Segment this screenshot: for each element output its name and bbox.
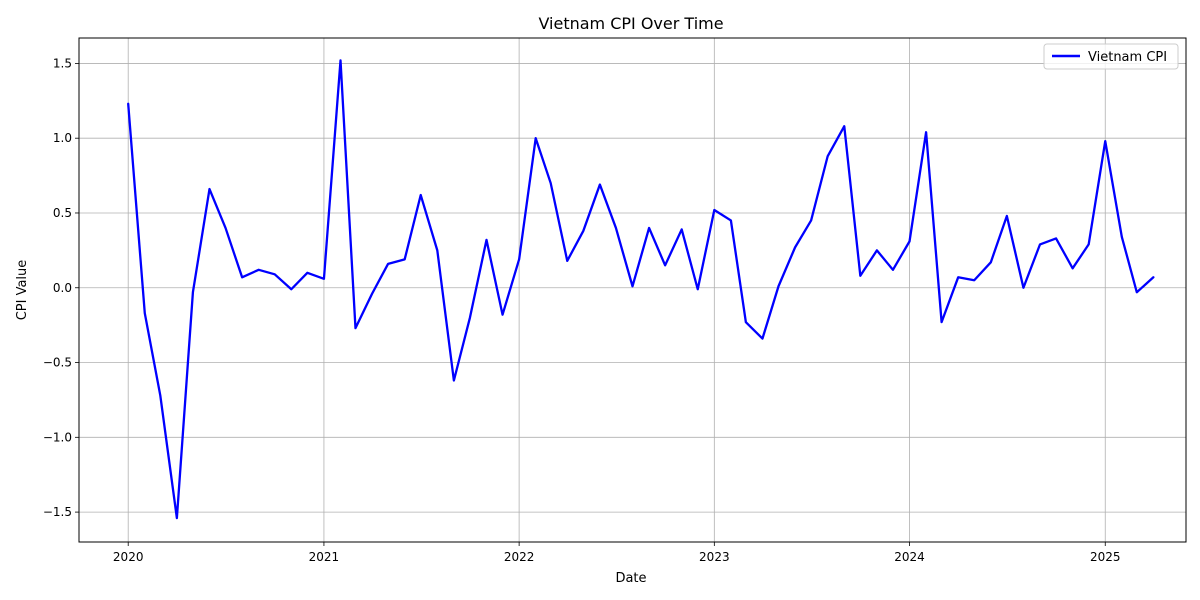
x-tick-label: 2025 [1090,550,1121,564]
legend-label: Vietnam CPI [1088,50,1167,65]
x-axis-label: Date [615,571,646,586]
legend: Vietnam CPI [1043,43,1179,70]
legend-box [1043,43,1179,70]
x-tick-label: 2021 [309,550,340,564]
y-tick-label: −1.5 [43,505,72,519]
series-layer [127,59,1155,520]
y-axis-label: CPI Value [15,260,30,321]
y-tick-label: 0.0 [53,281,72,295]
y-tick-label: 1.0 [53,131,72,145]
x-tick-label: 2020 [113,550,144,564]
grid-lines [79,38,1186,542]
x-axis-ticks: 2020 2021 2022 2023 2024 2025 [113,542,1121,564]
y-tick-label: −0.5 [43,356,72,370]
x-tick-label: 2023 [699,550,730,564]
x-tick-label: 2022 [504,550,535,564]
chart-title: Vietnam CPI Over Time [538,14,723,33]
y-axis-ticks: −1.5 −1.0 −0.5 0.0 0.5 1.0 1.5 [43,56,79,519]
y-tick-label: −1.0 [43,430,72,444]
y-tick-label: 1.5 [53,56,72,70]
y-tick-label: 0.5 [53,206,72,220]
series-line-vietnam-cpi [127,59,1155,520]
plot-frame [78,37,1187,543]
x-tick-label: 2024 [894,550,925,564]
